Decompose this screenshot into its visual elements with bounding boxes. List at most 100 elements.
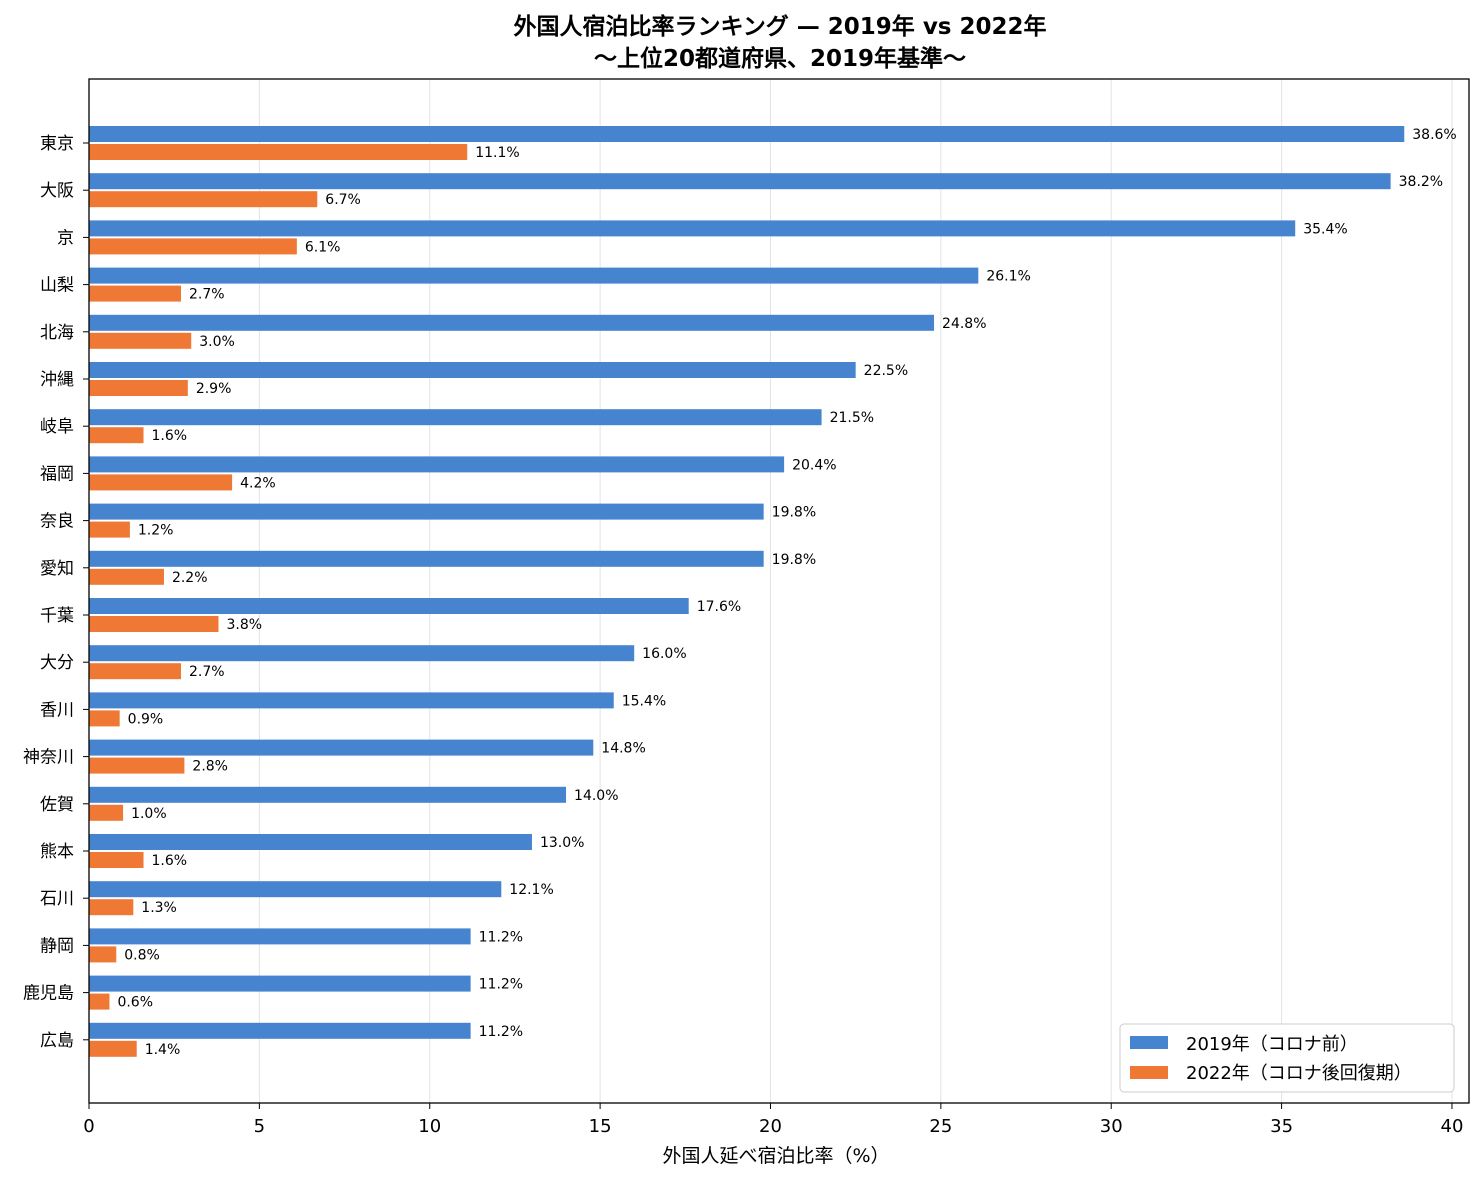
- bar-2022: [89, 332, 192, 349]
- bars: [89, 126, 1405, 1057]
- data-label-2019: 21.5%: [830, 410, 874, 426]
- y-tick-label: 愛知: [40, 559, 74, 579]
- y-tick-label: 広島: [40, 1031, 74, 1051]
- legend: 2019年（コロナ前） 2022年（コロナ後回復期）: [1119, 1023, 1455, 1093]
- bar-2019: [89, 409, 822, 426]
- data-label-2019: 19.8%: [772, 505, 816, 521]
- x-tick-label: 40: [1441, 1116, 1464, 1137]
- bar-2022: [89, 380, 188, 396]
- bar-2019: [89, 220, 1296, 237]
- y-tick-label: 香川: [40, 700, 74, 720]
- bar-2022: [89, 191, 318, 208]
- legend-swatch-2022: [1130, 1066, 1168, 1079]
- plot-frame: [88, 78, 1470, 1104]
- x-tick-label: 10: [418, 1116, 441, 1137]
- bar-2022: [89, 474, 233, 491]
- chart-title: 外国人宿泊比率ランキング — 2019年 vs 2022年: [513, 13, 1046, 40]
- bar-2019: [89, 173, 1391, 190]
- bar-2022: [89, 710, 120, 727]
- bar-2019: [89, 834, 532, 850]
- bar-2019: [89, 1022, 471, 1039]
- legend-swatch-2019: [1130, 1036, 1168, 1049]
- data-label-2019: 38.6%: [1412, 127, 1456, 143]
- y-tick-label: 鹿児島: [23, 984, 74, 1004]
- data-label-2019: 16.0%: [642, 646, 686, 662]
- bar-2022: [89, 521, 130, 538]
- chart-subtitle: 〜上位20都道府県、2019年基準〜: [594, 45, 966, 72]
- x-tick-label: 35: [1270, 1116, 1293, 1137]
- bar-2022: [89, 946, 117, 963]
- data-label-2022: 1.4%: [145, 1042, 181, 1058]
- y-tick-label: 東京: [40, 134, 74, 154]
- x-tick-label: 20: [759, 1116, 782, 1137]
- bar-2022: [89, 238, 297, 255]
- data-label-2022: 1.6%: [152, 853, 188, 869]
- data-label-2022: 0.8%: [124, 947, 160, 963]
- data-label-2019: 19.8%: [772, 552, 816, 568]
- y-tick-label: 神奈川: [23, 748, 74, 768]
- data-label-2022: 4.2%: [240, 475, 276, 491]
- data-label-2019: 14.8%: [601, 741, 645, 757]
- x-tick-label: 5: [254, 1116, 265, 1137]
- data-label-2019: 15.4%: [622, 693, 666, 709]
- bar-2022: [89, 427, 144, 444]
- data-label-2022: 11.1%: [475, 145, 519, 161]
- data-label-2019: 12.1%: [509, 882, 553, 898]
- bar-2022: [89, 852, 144, 868]
- bar-2019: [89, 598, 689, 614]
- y-tick-label: 岐阜: [40, 417, 74, 437]
- x-axis-label: 外国人延べ宿泊比率（%）: [662, 1145, 889, 1167]
- bar-2022: [89, 899, 134, 916]
- data-label-2022: 3.0%: [199, 334, 235, 350]
- legend-label-2022: 2022年（コロナ後回復期）: [1186, 1063, 1412, 1084]
- bar-2022: [89, 285, 181, 302]
- data-label-2022: 0.6%: [117, 995, 153, 1011]
- bar-2019: [89, 362, 856, 378]
- y-tick-label: 大阪: [40, 181, 74, 201]
- x-axis-ticks: 0 5 10 15 20 25 30 35 40: [83, 1103, 1463, 1137]
- data-label-2019: 24.8%: [942, 316, 986, 332]
- x-tick-label: 15: [589, 1116, 612, 1137]
- bar-2022: [89, 568, 164, 585]
- y-tick-label: 山梨: [40, 276, 74, 296]
- y-tick-label: 千葉: [40, 606, 74, 626]
- bar-2022: [89, 993, 110, 1010]
- bar-2022: [89, 663, 181, 680]
- data-label-2022: 1.3%: [141, 900, 177, 916]
- data-label-2019: 35.4%: [1303, 221, 1347, 237]
- bar-2022: [89, 757, 185, 774]
- y-axis-ticks: 東京大阪京山梨北海沖縄岐阜福岡奈良愛知千葉大分香川神奈川佐賀熊本石川静岡鹿児島広…: [23, 134, 89, 1051]
- data-label-2019: 22.5%: [864, 363, 908, 379]
- y-tick-label: 北海: [40, 323, 74, 343]
- bar-2019: [89, 928, 471, 945]
- bar-2019: [89, 314, 935, 331]
- data-label-2022: 2.7%: [189, 664, 225, 680]
- data-labels: 38.6% 11.1% 38.2% 6.7% 35.4% 6.1% 26.1% 2.7% 24.…: [117, 127, 1456, 1058]
- x-tick-label: 30: [1100, 1116, 1123, 1137]
- y-tick-label: 福岡: [40, 464, 74, 484]
- data-label-2022: 1.6%: [152, 428, 188, 444]
- bar-2019: [89, 456, 785, 473]
- data-label-2022: 1.0%: [131, 806, 167, 822]
- bar-2019: [89, 503, 764, 520]
- data-label-2019: 11.2%: [479, 1024, 523, 1040]
- data-label-2022: 1.2%: [138, 523, 174, 539]
- x-tick-label: 0: [83, 1116, 94, 1137]
- y-tick-label: 奈良: [40, 512, 74, 532]
- x-tick-label: 25: [929, 1116, 952, 1137]
- bar-2019: [89, 645, 635, 662]
- data-label-2022: 0.9%: [128, 711, 164, 727]
- data-label-2019: 26.1%: [986, 269, 1030, 285]
- data-label-2022: 2.2%: [172, 570, 208, 586]
- data-label-2022: 2.7%: [189, 287, 225, 303]
- data-label-2022: 6.7%: [325, 192, 361, 208]
- bar-2019: [89, 550, 764, 567]
- bar-2022: [89, 1040, 137, 1057]
- y-tick-label: 静岡: [40, 936, 74, 956]
- data-label-2022: 3.8%: [226, 617, 262, 633]
- data-label-2019: 13.0%: [540, 835, 584, 851]
- y-tick-label: 熊本: [40, 842, 74, 862]
- y-tick-label: 石川: [40, 889, 74, 909]
- data-label-2019: 14.0%: [574, 788, 618, 804]
